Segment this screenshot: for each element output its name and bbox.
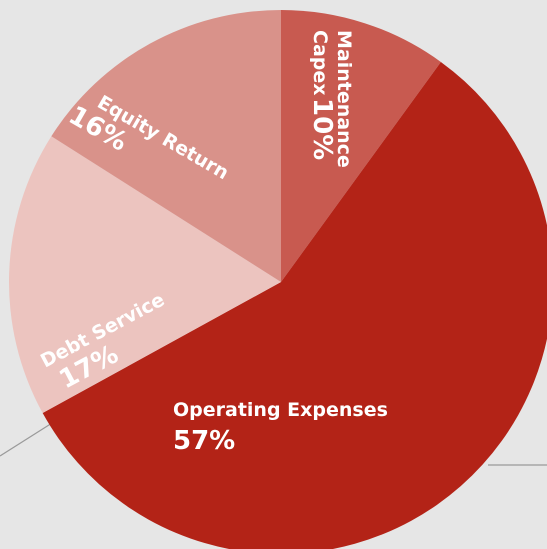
pie-slice <box>42 61 547 549</box>
pie <box>9 10 547 549</box>
value-label: 10% <box>307 98 337 160</box>
pie-slice <box>281 10 441 282</box>
pie-slice <box>51 10 281 282</box>
pie-slice <box>9 136 282 414</box>
category-label: Maintenance Capex <box>309 30 355 174</box>
value-label: 57% <box>173 426 235 456</box>
category-label: Operating Expenses <box>173 399 388 421</box>
slice-label: Operating Expenses 57% <box>173 399 388 456</box>
